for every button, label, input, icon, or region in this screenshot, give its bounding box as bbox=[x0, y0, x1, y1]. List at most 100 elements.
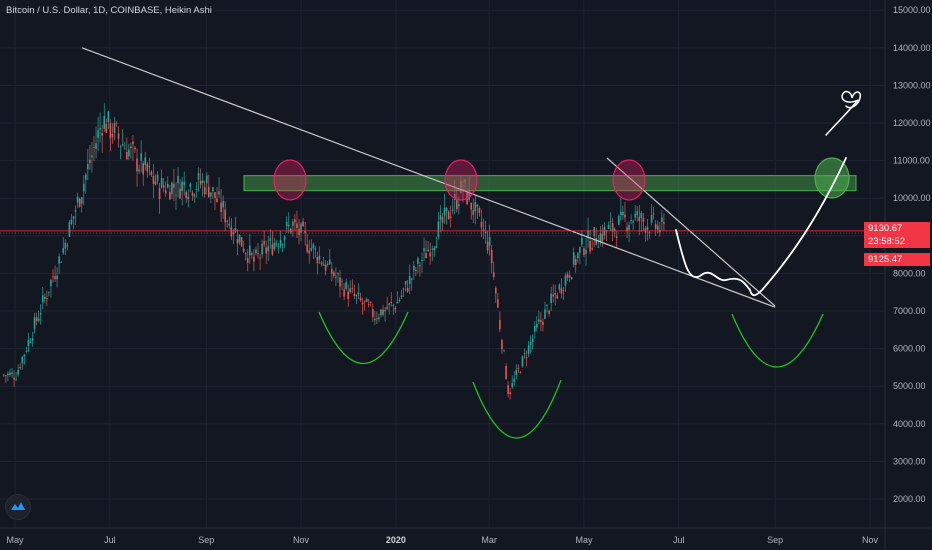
candle-body bbox=[52, 276, 54, 278]
candle-body bbox=[265, 247, 267, 254]
candle bbox=[556, 292, 559, 300]
candle bbox=[121, 129, 124, 147]
candle bbox=[445, 207, 448, 225]
candle-body bbox=[568, 275, 571, 278]
candle bbox=[50, 278, 52, 298]
candle bbox=[78, 197, 81, 208]
candle-body bbox=[318, 255, 321, 260]
candle-body bbox=[564, 275, 567, 286]
candle-body bbox=[93, 146, 95, 148]
candle bbox=[365, 297, 368, 303]
candle bbox=[341, 278, 343, 291]
logo-icon bbox=[11, 502, 25, 510]
candle-body bbox=[101, 133, 103, 136]
candle bbox=[529, 335, 532, 354]
candle-body bbox=[197, 173, 200, 180]
candle bbox=[480, 209, 483, 238]
candle bbox=[103, 103, 106, 132]
candle bbox=[390, 292, 393, 307]
candle bbox=[158, 182, 161, 214]
candle-body bbox=[326, 263, 329, 265]
candle-body bbox=[546, 304, 548, 306]
candle bbox=[642, 212, 645, 231]
candle-body bbox=[46, 298, 48, 299]
left-shoulder-arc bbox=[318, 311, 409, 365]
candle-body bbox=[158, 188, 161, 200]
candle-body bbox=[392, 304, 395, 306]
candle-body bbox=[304, 231, 306, 234]
candle-body bbox=[415, 269, 417, 271]
candle-body bbox=[378, 317, 380, 320]
candle bbox=[222, 195, 224, 219]
last-price-badge: 9130.67 bbox=[864, 222, 930, 235]
candle bbox=[505, 363, 507, 380]
candle-body bbox=[622, 211, 624, 216]
candle-body bbox=[302, 221, 304, 227]
candle bbox=[454, 180, 456, 215]
tradingview-logo[interactable] bbox=[5, 494, 31, 520]
candle bbox=[447, 210, 450, 220]
candle bbox=[519, 370, 522, 374]
candle-body bbox=[349, 288, 352, 293]
candle bbox=[611, 217, 614, 242]
candle-body bbox=[533, 325, 536, 332]
candle-body bbox=[365, 298, 368, 302]
candle-body bbox=[558, 284, 561, 290]
candle bbox=[589, 230, 591, 254]
candle bbox=[132, 134, 134, 161]
candle-body bbox=[486, 241, 489, 251]
candle-body bbox=[390, 301, 393, 303]
candle-body bbox=[480, 221, 483, 228]
candle bbox=[115, 121, 118, 127]
candle-body bbox=[105, 124, 108, 133]
candle-body bbox=[242, 248, 245, 252]
candle bbox=[66, 242, 69, 251]
candle-body bbox=[130, 146, 132, 149]
candle bbox=[408, 264, 411, 295]
candle-body bbox=[328, 259, 331, 265]
x-tick-label: Mar bbox=[481, 535, 497, 545]
candle bbox=[205, 172, 208, 195]
candle-body bbox=[497, 299, 499, 308]
candle bbox=[601, 224, 604, 248]
candle-body bbox=[490, 249, 493, 264]
candle-body bbox=[570, 277, 573, 280]
candle bbox=[249, 233, 251, 264]
candle-body bbox=[548, 310, 550, 314]
candle bbox=[581, 230, 583, 248]
candle bbox=[451, 198, 454, 215]
candle bbox=[324, 260, 327, 276]
candle bbox=[646, 219, 649, 241]
candle-body bbox=[583, 248, 585, 255]
candle bbox=[462, 180, 464, 203]
candle-body bbox=[60, 261, 62, 263]
candle bbox=[439, 205, 442, 233]
candle bbox=[661, 210, 663, 231]
candle-body bbox=[585, 249, 587, 254]
candle bbox=[91, 141, 93, 173]
candle-body bbox=[316, 256, 319, 264]
candle-body bbox=[562, 290, 565, 292]
candle-body bbox=[607, 225, 610, 229]
candle bbox=[296, 210, 298, 239]
candle bbox=[80, 196, 83, 213]
candle bbox=[236, 229, 239, 255]
candle bbox=[630, 214, 632, 225]
candle bbox=[546, 304, 548, 313]
candle bbox=[70, 213, 73, 226]
candle-body bbox=[468, 191, 470, 200]
candle bbox=[271, 231, 274, 257]
candle-body bbox=[478, 207, 481, 214]
candle bbox=[497, 292, 499, 309]
candle bbox=[523, 348, 526, 359]
candle-body bbox=[3, 374, 5, 376]
candle-body bbox=[185, 192, 188, 199]
candle-body bbox=[224, 209, 226, 223]
candle bbox=[107, 110, 110, 130]
candle bbox=[232, 228, 235, 244]
candle bbox=[347, 284, 349, 307]
candle-body bbox=[636, 211, 639, 216]
candle-body bbox=[656, 225, 659, 230]
candle-body bbox=[273, 242, 276, 250]
